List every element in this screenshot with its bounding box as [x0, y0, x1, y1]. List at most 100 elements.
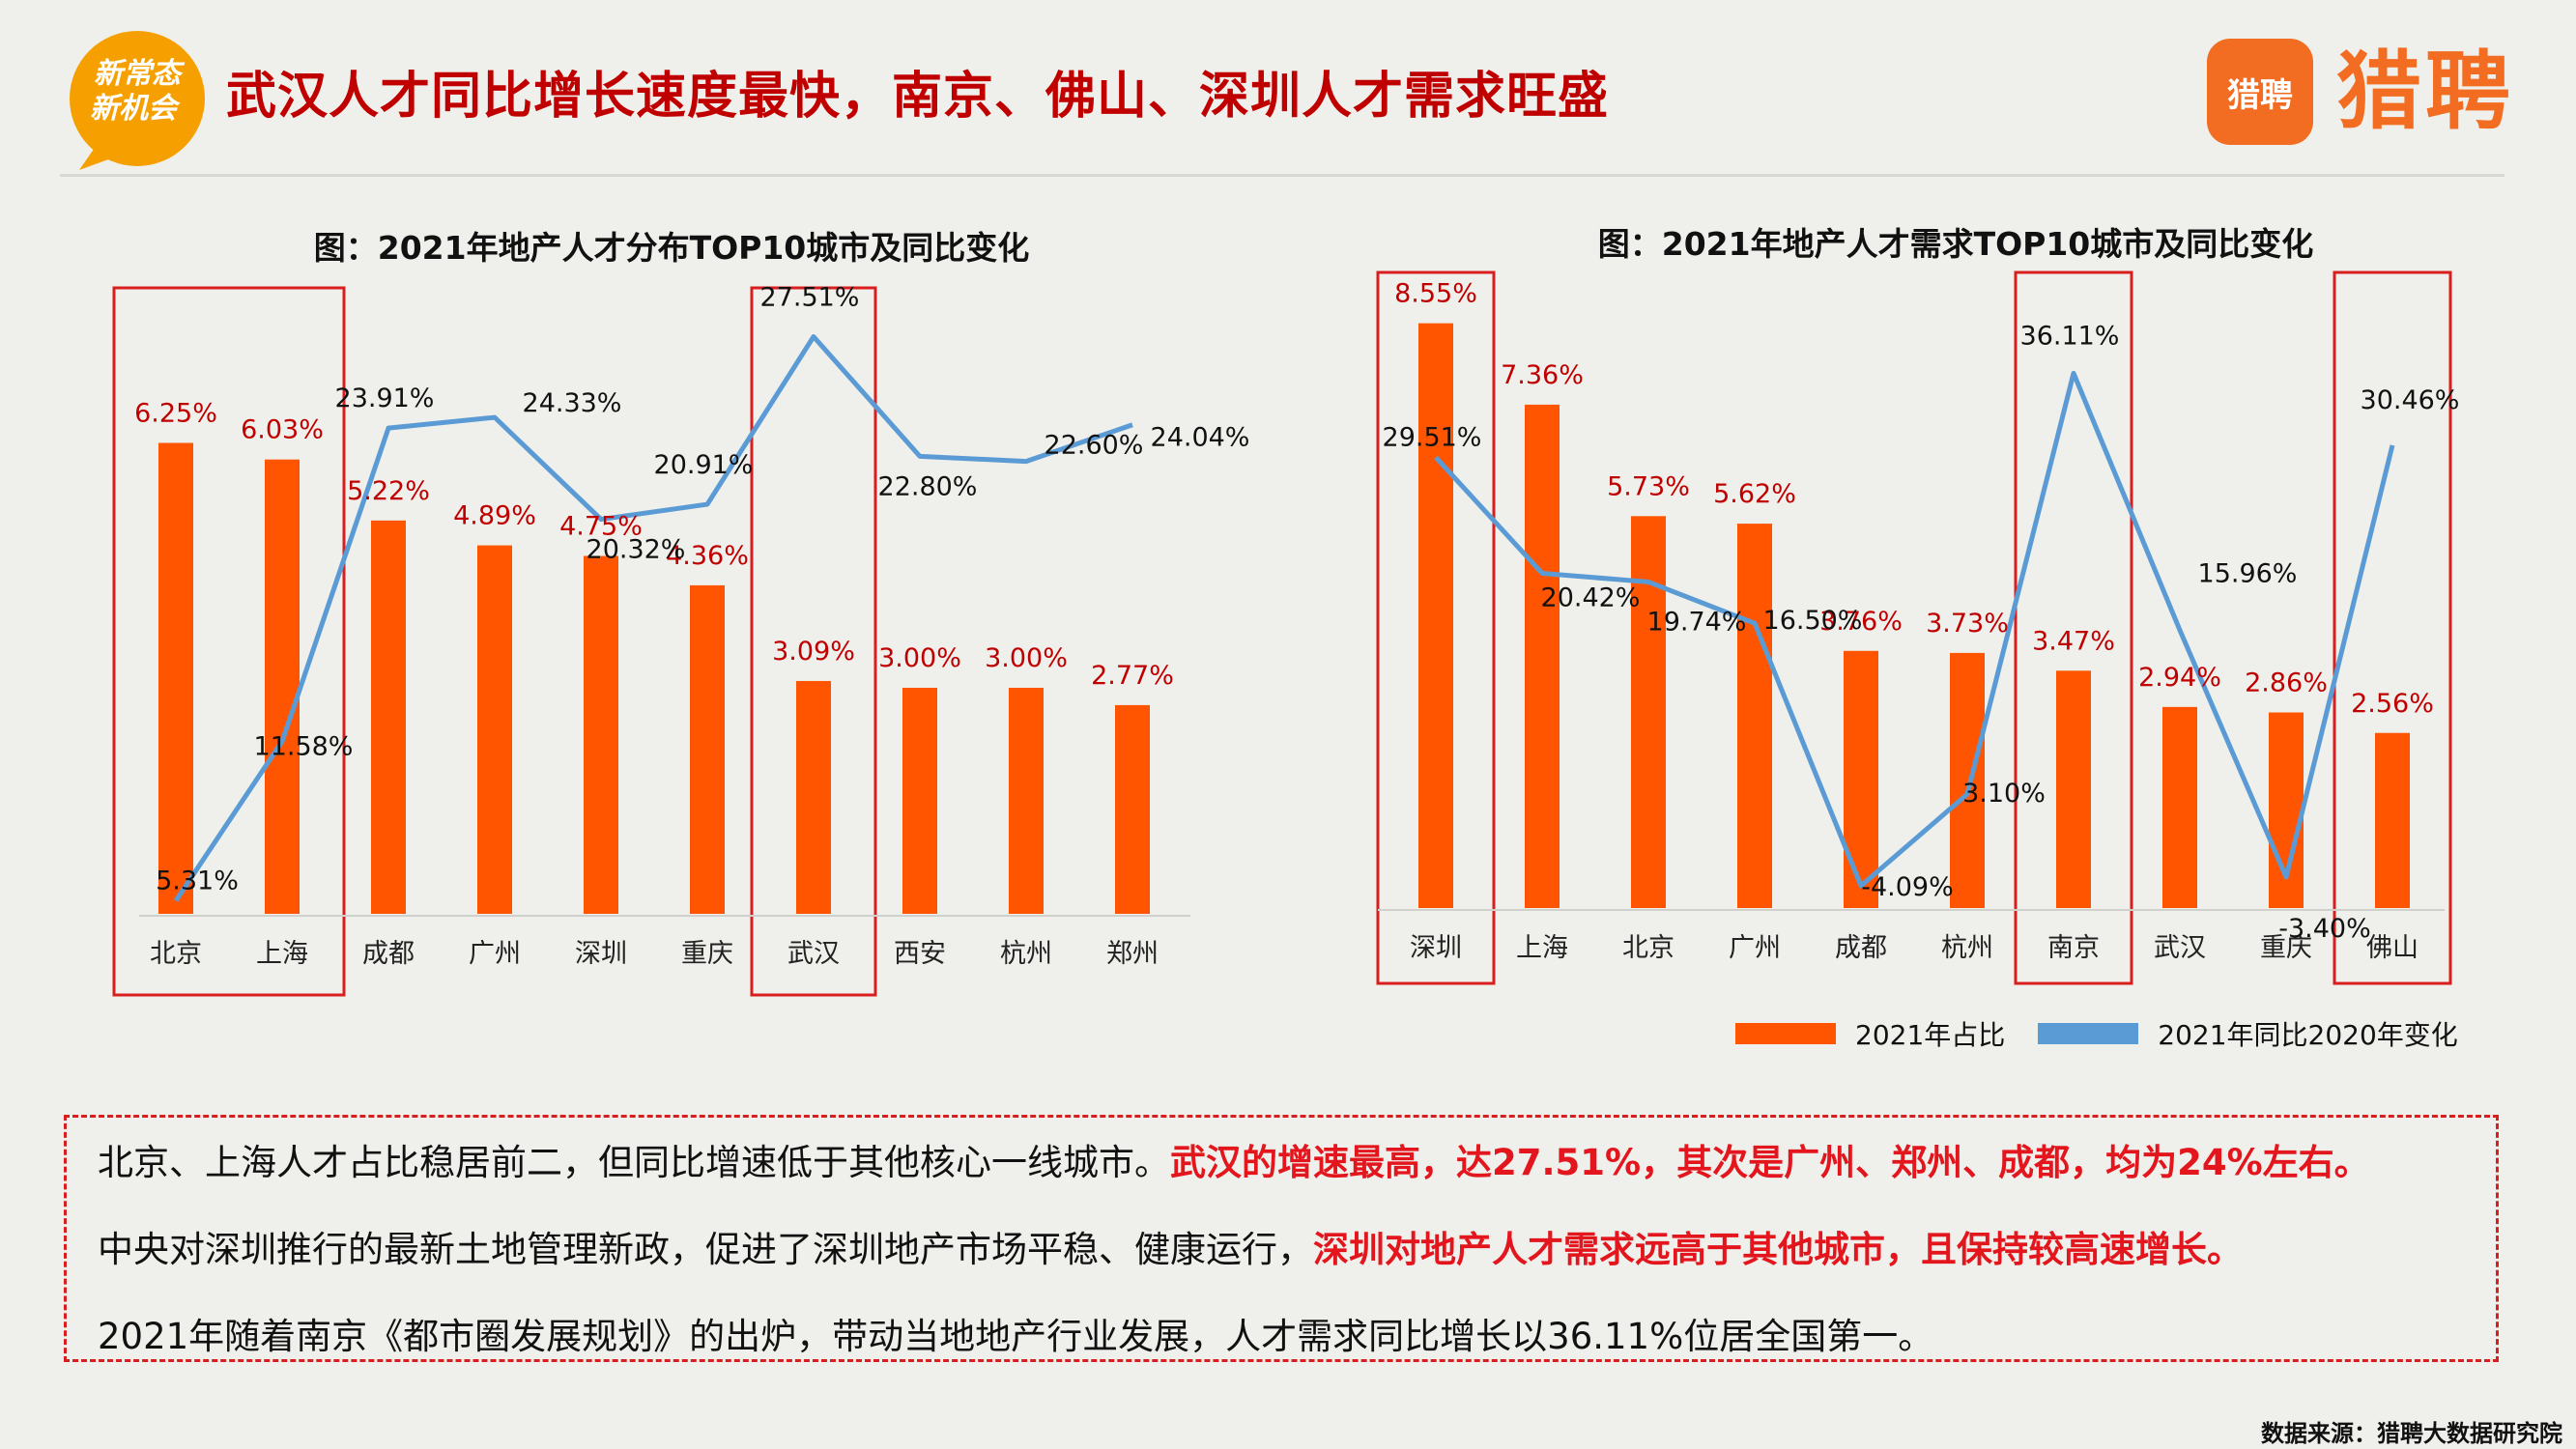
legend-label-bar: 2021年占比	[1855, 1019, 2006, 1051]
highlight-box	[112, 286, 346, 997]
line-data-label: 24.33%	[523, 388, 622, 418]
chart-title: 图：2021年地产人才分布TOP10城市及同比变化	[314, 229, 1030, 267]
series-line	[1434, 370, 2395, 889]
bar-data-label: 3.47%	[2032, 626, 2115, 656]
series-line	[173, 333, 1133, 902]
bar	[158, 442, 193, 914]
line-data-label: 30.46%	[2361, 385, 2460, 415]
x-tick-label: 武汉	[787, 939, 840, 969]
line-data-label: 19.74%	[1647, 607, 1747, 637]
bar-data-label: 2.94%	[2138, 663, 2221, 693]
bar-data-label: 2.56%	[2351, 689, 2434, 719]
bar	[1844, 650, 1878, 908]
chart-title: 图：2021年地产人才需求TOP10城市及同比变化	[1598, 225, 2314, 263]
bar-data-label: 4.75%	[559, 512, 643, 542]
x-tick-label: 南京	[2047, 933, 2100, 963]
bar	[1631, 516, 1666, 908]
line-data-label: 3.10%	[1962, 779, 2046, 809]
bar	[265, 459, 300, 914]
summary-box: 北京、上海人才占比稳居前二，但同比增速低于其他核心一线城市。武汉的增速最高，达2…	[64, 1115, 2499, 1362]
bar-data-label: 5.62%	[1713, 479, 1796, 509]
line-data-label: 20.42%	[1541, 582, 1641, 612]
bar	[584, 555, 618, 914]
x-tick-label: 佛山	[2366, 933, 2419, 963]
bar	[371, 520, 406, 914]
summary-line-3-text: 2021年随着南京《都市圈发展规划》的出炉，带动当地地产行业发展，人才需求同比增…	[98, 1316, 1934, 1357]
bar	[1009, 688, 1044, 914]
line-data-label: 24.04%	[1151, 423, 1250, 453]
x-tick-label: 深圳	[575, 939, 627, 969]
line-data-label: 23.91%	[335, 384, 435, 413]
bar-data-label: 3.00%	[985, 643, 1068, 673]
legend-label-line: 2021年同比2020年变化	[2158, 1019, 2458, 1051]
bar	[690, 584, 725, 914]
header-divider	[60, 174, 2504, 177]
summary-line-1: 北京、上海人才占比稳居前二，但同比增速低于其他核心一线城市。武汉的增速最高，达2…	[98, 1133, 2370, 1185]
highlight-box	[1376, 270, 1496, 985]
bar-data-label: 6.25%	[134, 399, 217, 429]
page-title: 武汉人才同比增长速度最快，南京、佛山、深圳人才需求旺盛	[226, 68, 1610, 126]
chart-legend: 2021年占比 2021年同比2020年变化	[1735, 1014, 2491, 1053]
data-source-note: 数据来源：猎聘大数据研究院	[2261, 1420, 2562, 1447]
x-tick-label: 杭州	[1941, 933, 1993, 963]
brand-badge: 新常态 新机会	[70, 31, 205, 170]
talent-demand-chart: 图：2021年地产人才需求TOP10城市及同比变化 深圳 上海 北京 广州 成都 杭州 南京…	[1376, 225, 2460, 985]
bar-data-label: 3.00%	[878, 643, 961, 673]
line-data-label: 20.91%	[654, 450, 754, 480]
bar	[902, 688, 937, 914]
bar	[2375, 732, 2410, 908]
x-tick-label: 广州	[469, 939, 521, 969]
line-data-label: 22.80%	[878, 471, 978, 501]
x-tick-label: 北京	[150, 939, 202, 969]
highlight-box	[2333, 270, 2452, 985]
x-tick-label: 武汉	[2154, 933, 2206, 963]
line-data-label: 11.58%	[254, 731, 354, 761]
line-data-label: 5.31%	[156, 866, 239, 895]
bar-data-label: 3.09%	[772, 637, 855, 667]
bar	[1525, 404, 1560, 908]
x-tick-label: 广州	[1729, 933, 1781, 963]
bar	[1115, 704, 1150, 914]
x-tick-label: 西安	[894, 939, 946, 969]
x-tick-label: 上海	[256, 939, 308, 969]
bar	[1418, 323, 1453, 908]
x-tick-label: 重庆	[681, 939, 733, 969]
summary-line-2: 中央对深圳推行的最新土地管理新政，促进了深圳地产市场平稳、健康运行，深圳对地产人…	[98, 1220, 2243, 1272]
line-data-label: -4.09%	[1861, 872, 1954, 902]
badge-line2: 新机会	[90, 92, 181, 126]
x-tick-label: 成都	[1835, 933, 1887, 963]
talent-distribution-chart: 图：2021年地产人才分布TOP10城市及同比变化 北京 上海 成都 广州 深圳 重庆 武汉…	[112, 229, 1250, 997]
bar	[1950, 652, 1985, 908]
line-data-label: 22.60%	[1045, 431, 1144, 461]
x-tick-label: 郑州	[1106, 939, 1159, 969]
legend-swatch-bar	[1735, 1023, 1836, 1044]
line-data-label: -3.40%	[2278, 914, 2371, 944]
badge-line1: 新常态	[94, 57, 186, 91]
line-data-label: 36.11%	[2020, 321, 2120, 351]
x-tick-label: 成都	[362, 939, 415, 969]
summary-line-1-text: 北京、上海人才占比稳居前二，但同比增速低于其他核心一线城市。	[98, 1142, 1170, 1183]
bar	[796, 680, 831, 914]
line-data-label: 15.96%	[2198, 558, 2298, 588]
x-tick-label: 重庆	[2260, 933, 2312, 963]
bar	[1737, 524, 1772, 908]
bar-data-label: 7.36%	[1501, 360, 1584, 390]
legend-swatch-line	[2038, 1023, 2139, 1044]
bar-data-label: 3.73%	[1926, 609, 2009, 639]
line-data-label: 16.50%	[1763, 606, 1863, 636]
line-data-label: 29.51%	[1383, 422, 1482, 452]
summary-line-2-text: 中央对深圳推行的最新土地管理新政，促进了深圳地产市场平稳、健康运行，	[98, 1229, 1313, 1270]
bar-data-label: 5.73%	[1607, 471, 1690, 501]
x-tick-label: 深圳	[1410, 933, 1462, 963]
line-data-label: 27.51%	[760, 282, 860, 312]
x-tick-label: 北京	[1622, 933, 1674, 963]
bar	[477, 545, 512, 914]
summary-line-2-highlight: 深圳对地产人才需求远高于其他城市，且保持较高速增长。	[1313, 1229, 2243, 1270]
bar-data-label: 2.86%	[2245, 668, 2328, 698]
bar-data-label: 5.22%	[347, 476, 430, 506]
liepin-logo-icon: 猎聘	[2207, 39, 2313, 145]
highlight-box	[750, 286, 877, 997]
liepin-logo-wordmark: 猎聘	[2336, 42, 2515, 141]
bar-data-label: 6.03%	[241, 415, 324, 445]
bar-data-label: 2.77%	[1091, 661, 1174, 691]
